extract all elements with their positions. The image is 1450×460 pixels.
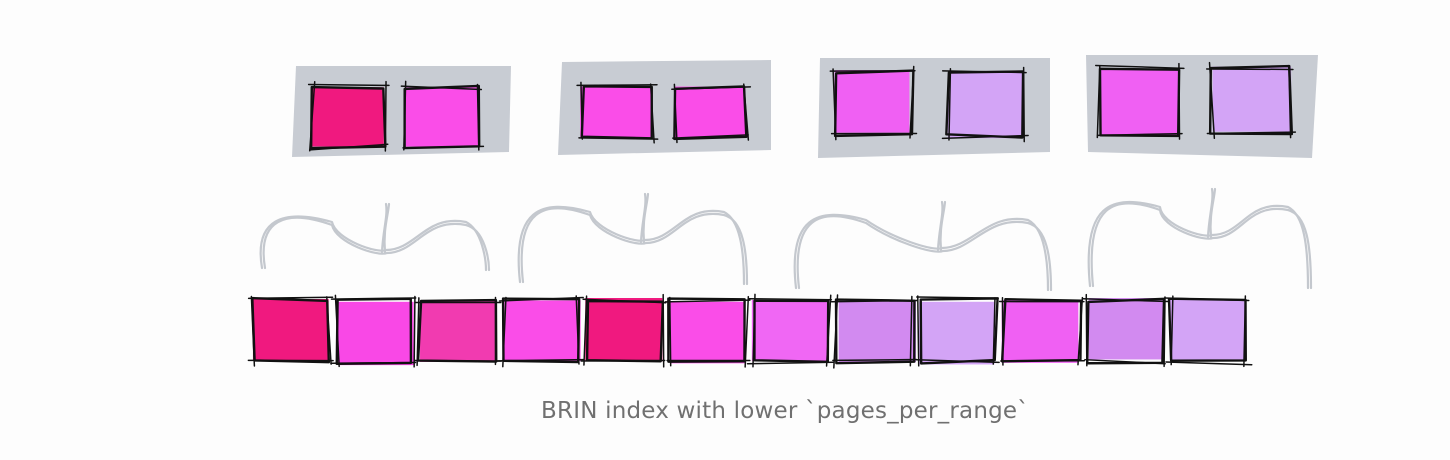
brace-stroke [262,216,491,272]
summary-square [307,80,390,152]
summary-square [1095,62,1185,140]
heap-page-5 [580,293,667,368]
diagram-caption: BRIN index with lower `pages_per_range` [541,398,1029,424]
heap-page-3 [414,296,503,367]
heap-page-11 [1082,293,1169,368]
index-range-3 [818,58,1050,158]
brace-stroke [259,215,488,272]
heap-page-7 [746,293,834,368]
heap-page-2 [330,294,417,368]
heap-page-6 [664,295,751,368]
summary-square [1205,61,1297,140]
range-braces [259,187,1313,292]
index-range-2 [558,60,771,155]
brace-stroke [1087,200,1310,290]
summary-square [671,83,752,144]
index-range-4 [1086,55,1318,158]
brace-stroke [793,213,1050,292]
index-range-1 [292,66,511,157]
brace-3 [793,200,1053,292]
summary-square [576,81,659,144]
heap-page-4 [496,295,585,368]
brace-stroke [796,215,1053,292]
brace-2 [517,192,749,286]
brace-1 [259,202,491,272]
brace-4 [1087,187,1313,290]
brace-stroke [1090,202,1313,290]
summary-square [941,66,1029,143]
brace-peak [1209,187,1217,239]
heap-pages [247,293,1253,369]
heap-page-9 [915,295,1000,367]
heap-page-10 [998,296,1086,366]
brace-peak [383,202,391,254]
heap-page-1 [247,295,334,367]
brace-stroke [517,205,746,286]
summary-square [400,80,485,151]
heap-page-8 [830,294,918,369]
index-ranges [292,55,1318,158]
brace-peak [642,192,650,244]
brace-stroke [520,207,749,286]
summary-square [829,65,918,141]
heap-page-12 [1163,295,1253,368]
brace-peak [939,200,947,252]
